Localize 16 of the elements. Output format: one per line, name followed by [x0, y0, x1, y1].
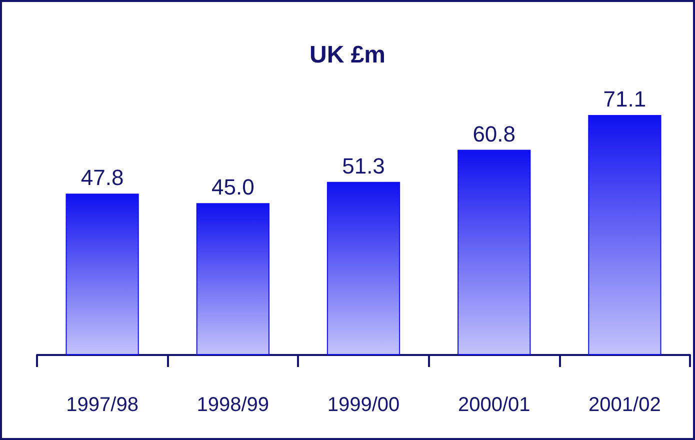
- x-tick-label: 2000/01: [458, 394, 530, 416]
- bar: [458, 150, 531, 355]
- bar: [588, 115, 662, 355]
- x-tick-label: 2001/02: [588, 394, 661, 416]
- bar: [66, 194, 139, 355]
- chart-title: UK £m: [309, 42, 386, 68]
- bar: [196, 203, 270, 355]
- x-tick-label: 1999/00: [327, 394, 400, 416]
- data-label: 60.8: [472, 121, 516, 146]
- data-label: 47.8: [80, 165, 124, 190]
- x-tick-label: 1997/98: [66, 394, 138, 416]
- bar: [326, 182, 400, 355]
- data-label: 45.0: [211, 174, 254, 200]
- data-label: 71.1: [603, 86, 646, 112]
- data-label: 51.3: [342, 153, 385, 178]
- x-tick-label: 1998/99: [196, 394, 270, 416]
